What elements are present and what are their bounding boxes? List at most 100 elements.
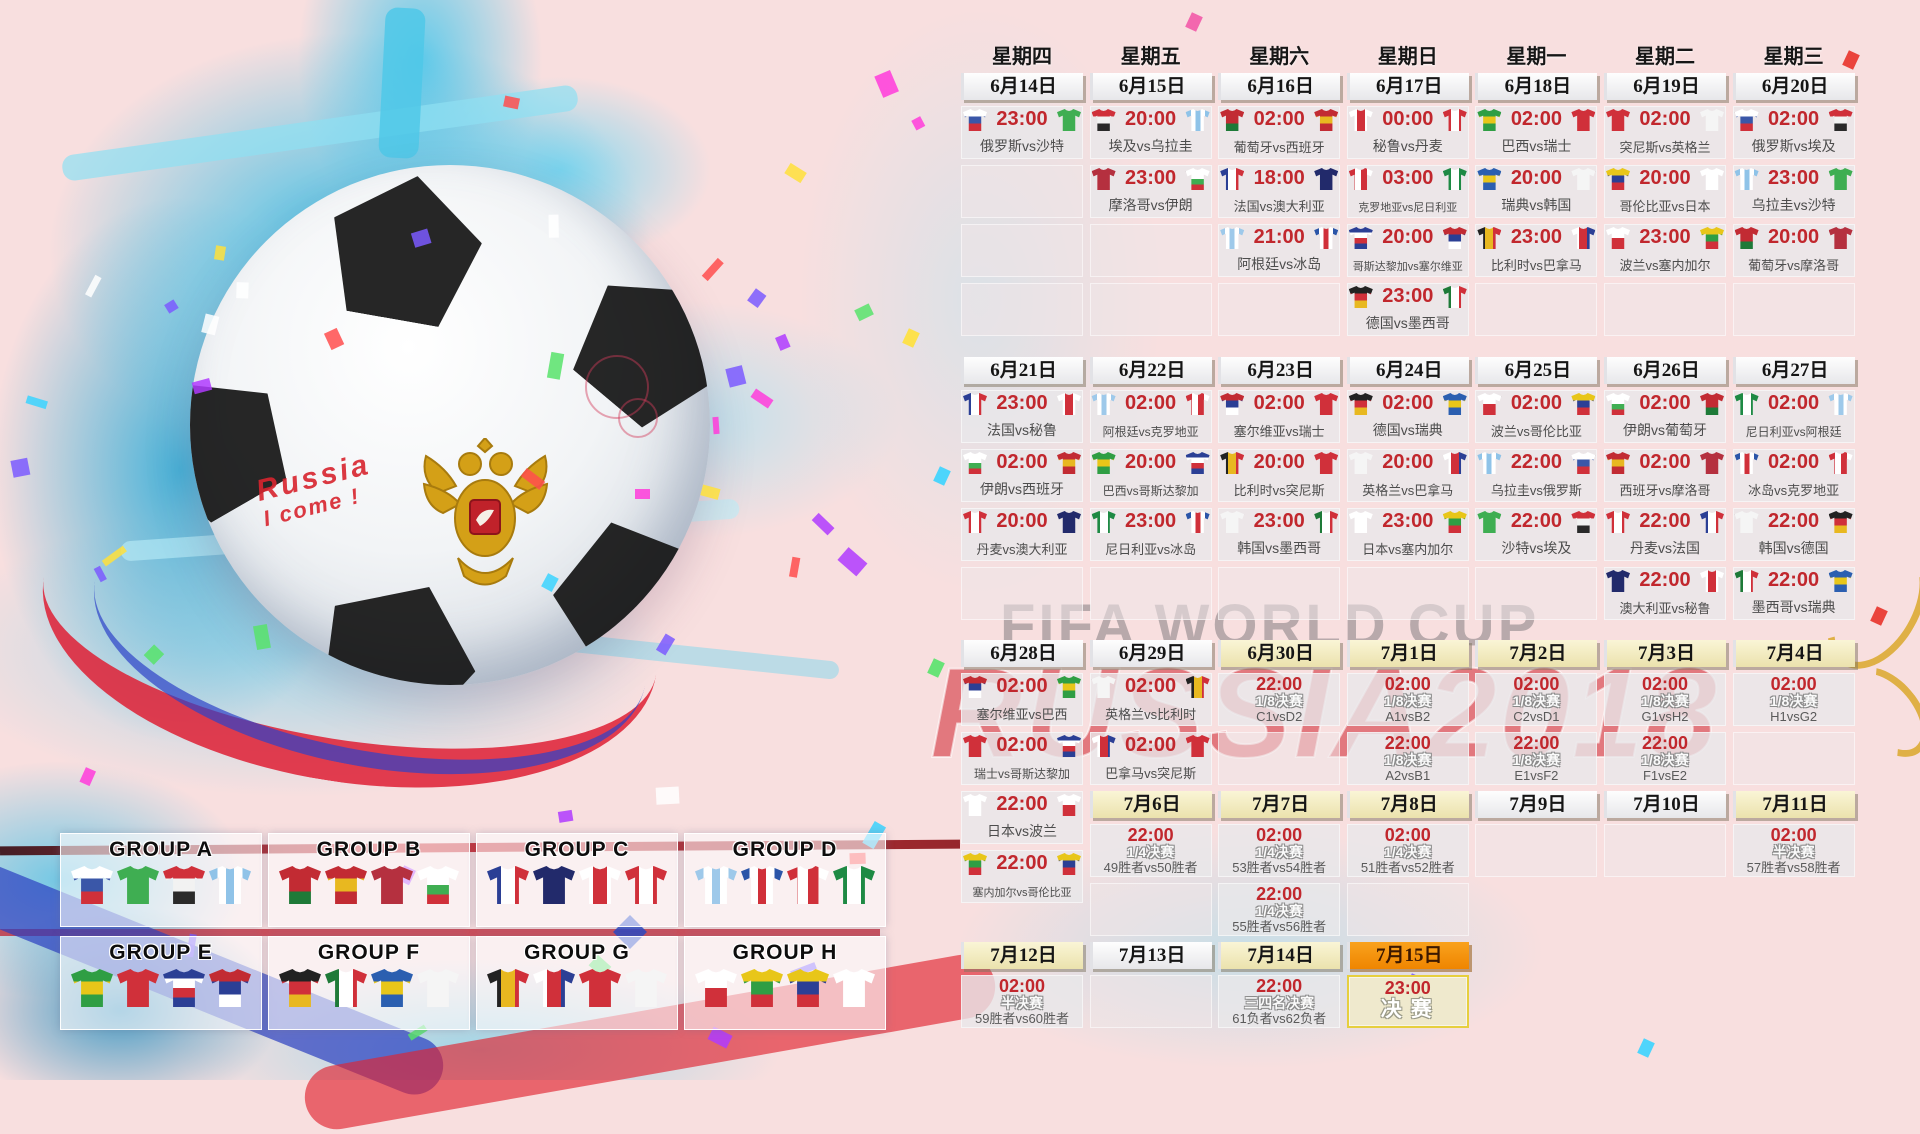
knockout-cell: 02:00 半决赛 59胜者vs60胜者 <box>961 975 1083 1028</box>
confetti-piece <box>784 163 807 184</box>
match-time: 22:00 <box>1256 884 1303 904</box>
jersey-icon-left <box>1220 109 1245 131</box>
jersey-icon-left <box>1348 168 1373 190</box>
match-teams: 俄罗斯vs埃及 <box>1751 138 1836 154</box>
match-teams: 韩国vs德国 <box>1758 540 1829 556</box>
jersey-icon-right <box>1828 570 1853 592</box>
match-time: 02:00 <box>1384 674 1431 694</box>
jersey-icon <box>833 969 875 1007</box>
knockout-cell: 02:00 1/8决赛 H1vsG2 <box>1732 673 1855 726</box>
jersey-icon-right <box>1314 109 1339 131</box>
jersey-icon-right <box>1057 109 1081 131</box>
jersey-icon <box>787 866 829 904</box>
jersey-icon-right <box>1314 168 1339 190</box>
group-jerseys <box>61 862 261 904</box>
confetti-piece <box>874 69 900 98</box>
block-gap <box>1604 626 1726 640</box>
match-time: 22:00 <box>1768 510 1820 532</box>
jersey-icon-right <box>1828 511 1853 533</box>
match-time: 02:00 <box>1384 825 1431 845</box>
match-time: 22:00 <box>996 793 1048 815</box>
jersey-icon-right <box>1057 452 1081 474</box>
match-time: 20:00 <box>1639 167 1691 189</box>
jersey-icon-right <box>1185 735 1210 757</box>
match-time: 02:00 <box>996 451 1048 473</box>
match-teams: 英格兰vs巴拿马 <box>1362 483 1454 498</box>
match-teams: 61负者vs62负者 <box>1232 1011 1327 1026</box>
jersey-icon-right <box>1185 452 1210 474</box>
match-time: 02:00 <box>1510 108 1562 130</box>
weekday-label: 星期三 <box>1763 46 1824 68</box>
jersey-icon-right <box>1700 109 1724 131</box>
jersey-icon-left <box>1091 109 1116 131</box>
jersey-icon-right <box>1442 393 1467 415</box>
match-teams: 瑞典vs韩国 <box>1501 197 1572 213</box>
weekday-label: 星期四 <box>992 46 1052 68</box>
jersey-icon-left <box>1606 227 1630 249</box>
confetti-piece <box>700 484 721 501</box>
match-cell: 02:00 塞尔维亚vs巴西 <box>961 673 1083 726</box>
jersey-icon-left <box>1091 511 1116 533</box>
match-teams: 德国vs墨西哥 <box>1365 315 1450 331</box>
block-gap <box>1733 342 1855 357</box>
group-jerseys <box>685 862 885 904</box>
knockout-cell: 02:00 1/4决赛 53胜者vs54胜者 <box>1218 824 1341 877</box>
jersey-icon-left <box>963 676 987 698</box>
match-time: 18:00 <box>1253 167 1305 189</box>
match-cell: 02:00 西班牙vs摩洛哥 <box>1604 449 1726 502</box>
jersey-icon-right <box>1442 227 1467 249</box>
confetti-piece <box>101 545 127 567</box>
knockout-cell: 02:00 1/8决赛 G1vsH2 <box>1604 673 1726 726</box>
jersey-icon-right <box>1442 286 1467 308</box>
stage-label: 1/4决赛 <box>1255 844 1303 860</box>
group-box: GROUP E <box>60 936 262 1030</box>
match-cell: 20:00 英格兰vs巴拿马 <box>1346 449 1469 502</box>
confetti-piece <box>775 334 791 351</box>
match-cell: 02:00 突尼斯vs英格兰 <box>1604 106 1726 159</box>
match-time: 02:00 <box>1639 392 1691 414</box>
jersey-icon <box>579 969 621 1007</box>
match-cell: 22:00 澳大利亚vs秘鲁 <box>1604 567 1726 620</box>
match-teams: 塞尔维亚vs瑞士 <box>1233 424 1325 439</box>
match-teams: 墨西哥vs瑞典 <box>1751 599 1836 615</box>
empty-cell <box>1218 732 1341 785</box>
jersey-icon-right <box>1700 452 1724 474</box>
jersey-icon-left <box>1348 511 1373 533</box>
match-teams: 哥伦比亚vs日本 <box>1619 199 1711 214</box>
match-cell: 02:00 瑞士vs哥斯达黎加 <box>961 732 1083 785</box>
jersey-icon <box>71 969 113 1007</box>
match-teams: 55胜者vs56胜者 <box>1232 919 1327 934</box>
confetti-piece <box>927 658 945 678</box>
match-time: 20:00 <box>1768 226 1820 248</box>
match-time: 23:00 <box>1768 167 1820 189</box>
match-teams: 尼日利亚vs阿根廷 <box>1745 425 1842 439</box>
empty-cell <box>1346 883 1469 936</box>
match-time: 02:00 <box>996 675 1048 697</box>
date-header: 6月30日 <box>1218 640 1341 667</box>
jersey-icon-left <box>963 853 987 875</box>
match-time: 22:00 <box>1256 674 1303 694</box>
jersey-icon-left <box>1606 452 1630 474</box>
match-cell: 02:00 巴拿马vs突尼斯 <box>1089 732 1212 785</box>
match-cell: 03:00 克罗地亚vs尼日利亚 <box>1346 165 1469 218</box>
date-header: 6月14日 <box>961 73 1083 100</box>
match-teams: 乌拉圭vs俄罗斯 <box>1490 483 1582 498</box>
knockout-cell: 02:00 1/8决赛 C2vsD1 <box>1475 673 1598 726</box>
jersey-icon-right <box>1057 676 1081 698</box>
stage-label: 1/8决赛 <box>1512 752 1561 768</box>
match-teams: 俄罗斯vs沙特 <box>980 138 1064 154</box>
match-cell: 02:00 巴西vs瑞士 <box>1475 106 1598 159</box>
match-teams: 巴西vs哥斯达黎加 <box>1102 484 1199 498</box>
match-cell: 20:00 巴西vs哥斯达黎加 <box>1089 449 1212 502</box>
group-jerseys <box>477 862 677 904</box>
jersey-icon-right <box>1057 735 1081 757</box>
jersey-icon-left <box>1477 452 1502 474</box>
ball-pentagon <box>552 245 710 445</box>
match-cell: 02:00 英格兰vs比利时 <box>1089 673 1212 726</box>
match-teams: 伊朗vs西班牙 <box>980 481 1064 497</box>
match-cell: 02:00 尼日利亚vs阿根廷 <box>1732 390 1855 443</box>
knockout-cell: 22:00 1/4决赛 49胜者vs50胜者 <box>1089 824 1212 877</box>
jersey-icon-right <box>1442 452 1467 474</box>
jersey-icon-left <box>1220 393 1245 415</box>
date-header: 6月18日 <box>1475 73 1598 100</box>
